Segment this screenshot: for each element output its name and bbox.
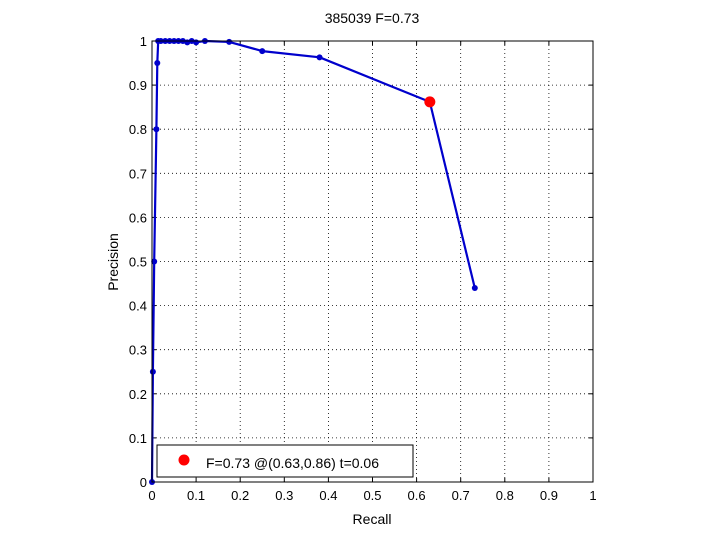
y-tick-label: 0 xyxy=(140,475,147,490)
y-tick-label: 0.1 xyxy=(129,431,147,446)
legend-box xyxy=(156,444,414,478)
x-tick-label: 0.8 xyxy=(496,488,514,503)
data-point xyxy=(226,38,233,45)
y-tick-labels: 0 0.1 0.2 0.3 0.4 0.5 0.6 0.7 0.8 0.9 1 xyxy=(129,34,147,490)
x-tick-label: 0.1 xyxy=(187,488,205,503)
x-tick-label: 0.7 xyxy=(452,488,470,503)
y-tick-label: 1 xyxy=(140,34,147,49)
data-point xyxy=(193,39,200,46)
data-point xyxy=(471,284,478,291)
x-tick-label: 0.3 xyxy=(275,488,293,503)
x-tick-label: 0.2 xyxy=(231,488,249,503)
y-tick-label: 0.2 xyxy=(129,387,147,402)
best-f-marker xyxy=(424,96,436,108)
y-tick-label: 0.8 xyxy=(129,122,147,137)
data-point xyxy=(316,54,323,61)
data-point xyxy=(153,126,160,133)
legend-marker-icon xyxy=(178,454,190,466)
data-point xyxy=(154,60,161,67)
x-axis-label: Recall xyxy=(353,511,392,527)
grid-lines xyxy=(152,41,593,482)
y-tick-label: 0.4 xyxy=(129,299,147,314)
y-axis-label: Precision xyxy=(105,233,121,291)
y-tick-label: 0.5 xyxy=(129,255,147,270)
data-point xyxy=(151,258,158,265)
legend-label: F=0.73 @(0.63,0.86) t=0.06 xyxy=(206,455,379,471)
y-tick-label: 0.9 xyxy=(129,78,147,93)
y-tick-label: 0.7 xyxy=(129,166,147,181)
y-tick-label: 0.3 xyxy=(129,343,147,358)
data-point xyxy=(259,48,266,55)
x-tick-labels: 0 0.1 0.2 0.3 0.4 0.5 0.6 0.7 0.8 0.9 1 xyxy=(148,488,596,503)
x-tick-label: 0 xyxy=(148,488,155,503)
data-point xyxy=(149,368,156,375)
legend: F=0.73 @(0.63,0.86) t=0.06 xyxy=(156,444,414,478)
chart-title: 385039 F=0.73 xyxy=(325,10,420,26)
x-tick-label: 1 xyxy=(589,488,596,503)
x-tick-label: 0.6 xyxy=(408,488,426,503)
x-tick-label: 0.9 xyxy=(540,488,558,503)
x-tick-label: 0.5 xyxy=(363,488,381,503)
x-tick-label: 0.4 xyxy=(319,488,337,503)
y-tick-label: 0.6 xyxy=(129,210,147,225)
plot-frame xyxy=(151,40,594,483)
